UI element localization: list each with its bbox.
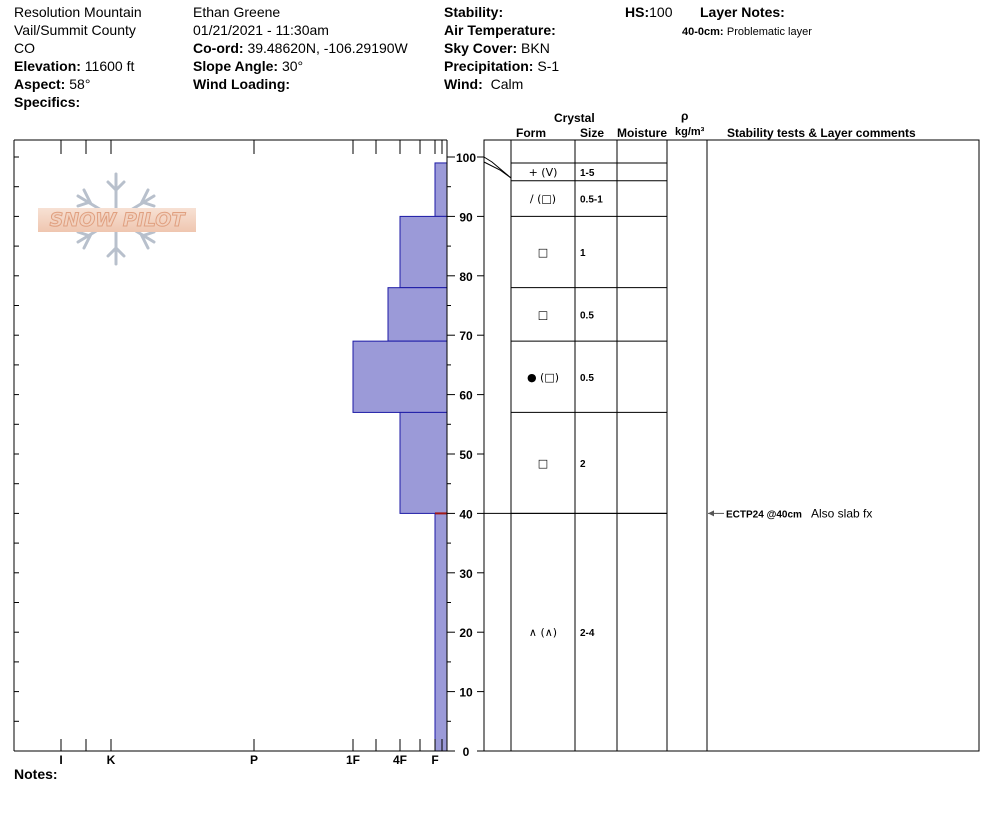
aspect-label: Aspect: [14, 76, 66, 92]
precip-row: Precipitation: S-1 [444, 57, 559, 75]
grain-form: / (□) [530, 193, 556, 206]
depth-tick-label: 100 [456, 151, 476, 165]
hardness-tick-label: F [431, 753, 438, 767]
observer-name: Ethan Greene [193, 4, 281, 20]
state-name: CO [14, 40, 35, 56]
hardness-tick-label: K [107, 753, 116, 767]
grain-size: 0.5-1 [580, 195, 603, 206]
form-header: Form [516, 126, 546, 140]
stability-test-result: ECTP24 @40cm [726, 509, 802, 520]
size-header: Size [580, 126, 605, 140]
hardness-tick-label: 4F [393, 753, 407, 767]
grain-size: 1 [580, 248, 586, 259]
snowpilot-logo: SNOW PILOT [38, 170, 196, 268]
aspect-value: 58° [69, 76, 91, 92]
hs-row: HS:100 [625, 3, 672, 21]
wind-loading-label: Wind Loading: [193, 76, 291, 92]
air-temp-label: Air Temperature: [444, 22, 556, 38]
depth-tick-label: 30 [459, 567, 473, 581]
slope-label: Slope Angle: [193, 58, 279, 74]
crystal-header: Crystal [554, 111, 595, 125]
coord-row: Co-ord: 39.48620N, -106.29190W [193, 39, 408, 57]
grain-size: 2-4 [580, 628, 595, 639]
depth-tick-label: 10 [459, 686, 473, 700]
elevation-label: Elevation: [14, 58, 81, 74]
wind-label: Wind: [444, 76, 483, 92]
stability-test-comment: Also slab fx [811, 506, 872, 520]
notes-label: Notes: [14, 766, 58, 782]
layer-note-row: 40-0cm: Problematic layer [682, 22, 812, 41]
depth-tick-label: 0 [463, 745, 470, 759]
rho-header: ρ [681, 109, 689, 123]
depth-tick-label: 90 [459, 210, 473, 224]
wind-row: Wind: Calm [444, 75, 523, 93]
sky-row: Sky Cover: BKN [444, 39, 550, 57]
region-name: Vail/Summit County [14, 22, 136, 38]
grain-size: 2 [580, 459, 586, 470]
hardness-bar [387, 287, 448, 342]
depth-tick-label: 60 [459, 389, 473, 403]
hardness-bar [434, 162, 448, 217]
grain-form: □ [538, 246, 548, 259]
grain-form: ● (□) [527, 371, 559, 384]
density-unit-header: kg/m³ [675, 126, 705, 138]
hardness-tick-label: P [250, 753, 258, 767]
hardness-bar [434, 512, 448, 752]
grain-size: 1-5 [580, 168, 595, 179]
location-name: Resolution Mountain [14, 4, 142, 20]
precip-label: Precipitation: [444, 58, 534, 74]
observation-datetime: 01/21/2021 - 11:30am [193, 22, 329, 38]
depth-tick-label: 80 [459, 270, 473, 284]
grain-form: □ [538, 457, 548, 470]
coord-label: Co-ord: [193, 40, 244, 56]
hs-value: 100 [649, 4, 673, 20]
aspect-row: Aspect: 58° [14, 75, 90, 93]
layer-note-text: Problematic layer [726, 26, 812, 38]
grain-form: + (V) [529, 166, 558, 179]
wind-value: Calm [490, 76, 524, 92]
hardness-bar [352, 340, 448, 413]
elevation-row: Elevation: 11600 ft [14, 57, 134, 75]
grain-size: 0.5 [580, 373, 594, 384]
hardness-bar [399, 411, 448, 514]
grain-form: □ [538, 308, 548, 321]
depth-tick-label: 70 [459, 329, 473, 343]
slope-row: Slope Angle: 30° [193, 57, 303, 75]
layer-note-range: 40-0cm: [682, 26, 724, 38]
stability-comments-header: Stability tests & Layer comments [727, 126, 916, 140]
layer-table-frame [483, 139, 980, 752]
layer-connector [483, 161, 512, 179]
specifics-label: Specifics: [14, 94, 81, 110]
hs-label: HS: [625, 4, 650, 20]
grain-form: ∧ (∧) [529, 626, 557, 639]
depth-tick-label: 20 [459, 626, 473, 640]
depth-tick-label: 50 [459, 448, 473, 462]
layer-notes-label: Layer Notes: [700, 4, 785, 20]
grain-size: 0.5 [580, 310, 594, 321]
elevation-value: 11600 ft [84, 58, 135, 74]
logo-text: SNOW PILOT [38, 208, 196, 232]
coord-value: 39.48620N, -106.29190W [247, 40, 408, 56]
moisture-header: Moisture [617, 126, 668, 140]
hardness-tick-label: 1F [346, 753, 360, 767]
sky-value: BKN [521, 40, 550, 56]
test-arrow-head [708, 510, 714, 517]
hardness-bar [399, 215, 448, 289]
layer-connector [483, 156, 512, 179]
slope-value: 30° [281, 58, 304, 74]
hardness-tick-label: I [59, 753, 62, 767]
sky-label: Sky Cover: [444, 40, 518, 56]
precip-value: S-1 [537, 58, 560, 74]
stability-label: Stability: [444, 4, 504, 20]
depth-tick-label: 40 [459, 507, 473, 521]
